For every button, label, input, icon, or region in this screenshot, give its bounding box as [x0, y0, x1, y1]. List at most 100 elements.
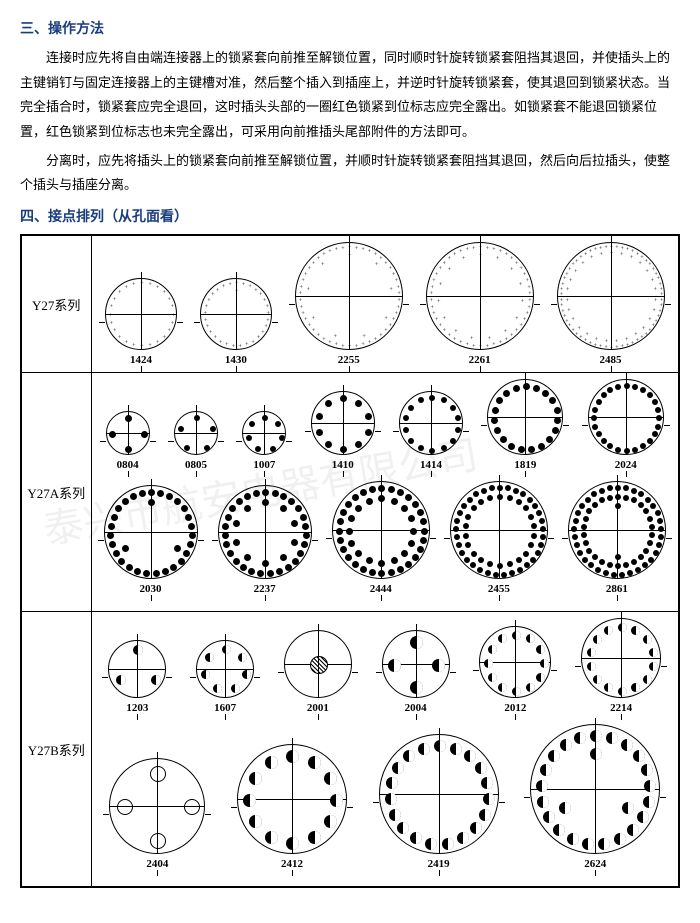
pin: +: [306, 287, 311, 292]
pin: +: [221, 284, 226, 289]
pin: [554, 417, 561, 424]
pin: +: [307, 323, 312, 328]
connector-label: 2485: [600, 354, 622, 366]
pin: +: [112, 297, 117, 302]
pin: [607, 562, 613, 568]
pin: [531, 533, 537, 539]
connector-label: 2412: [281, 858, 303, 870]
pin: [243, 794, 256, 807]
pin: +: [327, 249, 332, 254]
pin: [647, 438, 653, 444]
pin: [233, 539, 240, 546]
pin: [325, 400, 332, 407]
pin: +: [514, 328, 519, 333]
pin: [122, 498, 129, 505]
pin: +: [396, 285, 401, 290]
pin: [606, 732, 618, 744]
pin: +: [514, 316, 519, 321]
connector-face: ++++++++++++++++++++++++++++++++++++++++…: [426, 242, 534, 350]
pin: +: [660, 292, 664, 296]
pin: [408, 540, 415, 547]
pin: +: [438, 282, 443, 287]
pin: +: [373, 337, 378, 342]
pin: [392, 762, 404, 774]
pin: [420, 537, 427, 544]
pin: [429, 448, 435, 454]
pin: +: [509, 256, 514, 261]
pin: +: [170, 321, 175, 326]
pin: [454, 518, 460, 524]
pin: [611, 572, 617, 578]
pin: [441, 397, 447, 403]
pin: [386, 777, 398, 789]
pin: [543, 811, 555, 823]
pin: [222, 523, 229, 530]
pin: [233, 558, 240, 565]
pin: +: [635, 338, 639, 342]
pin: [657, 518, 663, 524]
pin: [587, 662, 596, 671]
pin: [640, 387, 646, 393]
pin: [412, 554, 419, 561]
pin: +: [575, 332, 579, 336]
pin: [607, 387, 613, 393]
pin: +: [367, 340, 372, 345]
pin: [442, 838, 454, 850]
connector-face: [237, 744, 347, 854]
pin: +: [604, 345, 608, 349]
pin: [222, 645, 231, 654]
pin: [615, 447, 621, 453]
connector-label: 1007: [253, 459, 275, 471]
pin: [210, 426, 216, 432]
pin: [378, 485, 385, 492]
pin: [540, 526, 546, 532]
pin: +: [599, 252, 603, 256]
connector-diagram: 2237: [218, 485, 312, 595]
connector-label: 1607: [214, 702, 236, 714]
pin: +: [599, 246, 603, 250]
pin: [295, 505, 302, 512]
pin: [483, 793, 495, 805]
pin: +: [224, 342, 229, 347]
pin: [631, 626, 640, 635]
pin: [643, 796, 655, 808]
pin: [516, 499, 522, 505]
connector-label: 2444: [370, 583, 392, 595]
connector-label: 2455: [488, 583, 510, 595]
pin: +: [162, 290, 167, 295]
pin: [493, 572, 499, 578]
connector-label: 2024: [615, 459, 637, 471]
pin: [457, 832, 469, 844]
pin: [528, 446, 535, 453]
connector-diagram: 2012: [479, 626, 551, 714]
pin: +: [260, 330, 265, 335]
pin: +: [311, 316, 316, 321]
pin: [592, 424, 598, 430]
pin: [478, 557, 484, 563]
connector-face: [284, 630, 352, 698]
pin: +: [525, 311, 530, 316]
pin: +: [498, 340, 503, 345]
pin: [505, 485, 511, 491]
pin: [604, 626, 613, 635]
pin: +: [520, 299, 525, 304]
pin: +: [559, 292, 563, 296]
pin: +: [429, 291, 434, 296]
section-4-title: 四、接点排列（从孔面看）: [20, 206, 680, 226]
pin: [429, 395, 435, 401]
pin: [324, 815, 337, 828]
pin: [614, 833, 626, 845]
pin: +: [654, 272, 658, 276]
pin: [509, 570, 515, 576]
pin: [632, 447, 638, 453]
pin: [276, 568, 283, 575]
pin: [537, 796, 549, 808]
pin: [523, 551, 529, 557]
pin: +: [218, 340, 223, 345]
pin: [262, 560, 269, 567]
pin: [257, 570, 264, 577]
pin: [184, 799, 200, 815]
pin: +: [615, 245, 619, 249]
pin: [624, 448, 630, 454]
pin: [275, 421, 281, 427]
